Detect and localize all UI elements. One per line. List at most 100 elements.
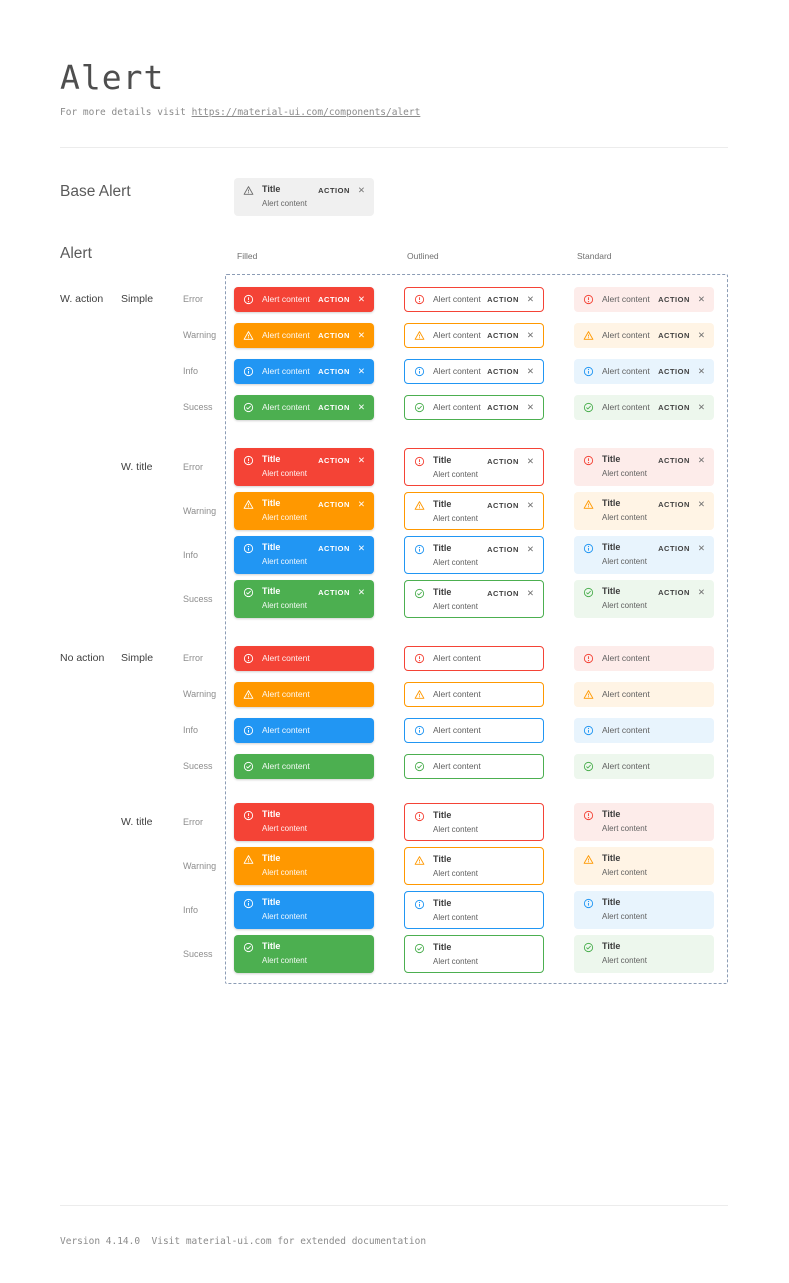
- alert-text: Alert content: [262, 330, 318, 340]
- action-button[interactable]: ACTION: [318, 588, 350, 597]
- alert-text: Alert content: [262, 294, 318, 304]
- action-button[interactable]: ACTION: [658, 456, 690, 465]
- action-button[interactable]: ACTION: [658, 330, 690, 340]
- alert-outlined-success-titled-no-action: Title Alert content: [404, 935, 544, 973]
- alert-content: Alert content: [262, 824, 307, 833]
- action-button[interactable]: ACTION: [318, 330, 350, 340]
- close-icon[interactable]: ✕: [357, 401, 365, 412]
- close-icon[interactable]: ✕: [526, 329, 534, 340]
- alert-text: Title Alert content: [262, 897, 365, 922]
- alert-content: Alert content: [262, 868, 307, 877]
- action-button[interactable]: ACTION: [487, 402, 519, 412]
- alert-action-area: ACTION ✕: [487, 588, 534, 599]
- close-icon[interactable]: ✕: [526, 588, 534, 598]
- alert-content: Alert content: [602, 469, 647, 478]
- action-button[interactable]: ACTION: [318, 544, 350, 553]
- alert-title: Title: [602, 853, 621, 863]
- alert-text: Alert content: [262, 402, 318, 412]
- action-button[interactable]: ACTION: [318, 402, 350, 412]
- grid-row: Info Title Alert content ACTION ✕ Title Alert …: [60, 533, 728, 577]
- severity-label-success: Sucess: [183, 594, 213, 604]
- action-button[interactable]: ACTION: [658, 544, 690, 553]
- action-button[interactable]: ACTION: [658, 402, 690, 412]
- subgroup-no-action-simple: No action Simple Error Alert content Alert c…: [60, 640, 728, 784]
- close-icon[interactable]: ✕: [357, 329, 365, 340]
- check-circle-icon: [583, 942, 594, 953]
- close-icon[interactable]: ✕: [697, 329, 705, 340]
- close-icon[interactable]: ✕: [697, 365, 705, 376]
- alert-content: Alert content: [433, 558, 478, 567]
- alert-text: Title Alert content: [262, 586, 318, 611]
- check-circle-icon: [243, 402, 254, 413]
- alert-outlined-success-no-action: Alert content: [404, 753, 544, 779]
- action-button[interactable]: ACTION: [487, 330, 519, 340]
- docs-link[interactable]: https://material-ui.com/components/alert: [191, 107, 421, 118]
- action-button[interactable]: ACTION: [487, 545, 519, 554]
- alert-title: Title: [602, 542, 621, 552]
- alert-content: Alert content: [433, 602, 478, 611]
- alert-text: Alert content: [602, 330, 658, 340]
- action-button[interactable]: ACTION: [487, 366, 519, 376]
- close-icon[interactable]: ✕: [357, 543, 365, 553]
- action-button[interactable]: ACTION: [658, 588, 690, 597]
- action-button[interactable]: ACTION: [487, 294, 519, 304]
- alert-title: Title: [433, 810, 452, 820]
- alert-outlined-error-titled: Title Alert content ACTION ✕: [404, 448, 544, 486]
- alert-content: Alert content: [602, 956, 647, 965]
- grid-row: Info Alert content ACTION ✕ Alert content ACT…: [60, 353, 728, 389]
- close-icon[interactable]: ✕: [697, 499, 705, 509]
- subtitle-text: For more details visit: [60, 107, 192, 118]
- severity-label-error: Error: [183, 653, 203, 663]
- alert-content: Alert content: [433, 402, 481, 412]
- alert-outlined-success-titled: Title Alert content ACTION ✕: [404, 580, 544, 618]
- alert-action-area: ACTION ✕: [658, 543, 705, 554]
- action-button[interactable]: ACTION: [318, 500, 350, 509]
- action-button[interactable]: ACTION: [658, 294, 690, 304]
- error-outline-icon: [243, 810, 254, 821]
- close-icon[interactable]: ✕: [697, 401, 705, 412]
- close-icon[interactable]: ✕: [526, 500, 534, 510]
- alert-title: Title: [433, 942, 452, 952]
- close-icon[interactable]: ✕: [357, 455, 365, 465]
- action-button[interactable]: ACTION: [658, 366, 690, 376]
- grid-row: W. title Error Title Alert content ACTION ✕ Ti…: [60, 445, 728, 489]
- alert-filled-warning-titled-no-action: Title Alert content: [234, 847, 374, 885]
- action-button[interactable]: ACTION: [487, 457, 519, 466]
- close-icon[interactable]: ✕: [357, 499, 365, 509]
- close-icon[interactable]: ✕: [526, 456, 534, 466]
- alert-action-area: ACTION ✕: [487, 293, 534, 304]
- subgroup-no-action-titled: W. title Error Title Alert content Title Aler…: [60, 800, 728, 976]
- action-button[interactable]: ACTION: [487, 501, 519, 510]
- close-icon[interactable]: ✕: [526, 544, 534, 554]
- action-button[interactable]: ACTION: [658, 500, 690, 509]
- close-icon[interactable]: ✕: [526, 401, 534, 412]
- action-button[interactable]: ACTION: [318, 186, 350, 195]
- alert-action-area: ACTION ✕: [658, 499, 705, 510]
- alert-text: Title Alert content: [262, 184, 318, 209]
- error-outline-icon: [414, 811, 425, 822]
- alert-title: Title: [262, 184, 281, 194]
- alert-action-area: ACTION ✕: [318, 587, 365, 598]
- alert-standard-warning: Alert content ACTION ✕: [574, 322, 714, 348]
- close-icon[interactable]: ✕: [697, 293, 705, 304]
- alert-title: Title: [433, 499, 452, 509]
- close-icon[interactable]: ✕: [697, 455, 705, 465]
- grid-row: Warning Alert content Alert content Alert c…: [60, 676, 728, 712]
- action-button[interactable]: ACTION: [487, 589, 519, 598]
- action-button[interactable]: ACTION: [318, 366, 350, 376]
- alert-action-area: ACTION ✕: [318, 499, 365, 510]
- close-icon[interactable]: ✕: [697, 587, 705, 597]
- alert-title: Title: [433, 898, 452, 908]
- group-label: W. action: [60, 293, 104, 305]
- close-icon[interactable]: ✕: [357, 293, 365, 304]
- close-icon[interactable]: ✕: [526, 365, 534, 376]
- action-button[interactable]: ACTION: [318, 456, 350, 465]
- close-icon[interactable]: ✕: [357, 185, 365, 195]
- close-icon[interactable]: ✕: [697, 543, 705, 553]
- close-icon[interactable]: ✕: [357, 587, 365, 597]
- alert-outlined-warning: Alert content ACTION ✕: [404, 322, 544, 348]
- info-icon: [414, 725, 425, 736]
- action-button[interactable]: ACTION: [318, 294, 350, 304]
- close-icon[interactable]: ✕: [357, 365, 365, 376]
- close-icon[interactable]: ✕: [526, 293, 534, 304]
